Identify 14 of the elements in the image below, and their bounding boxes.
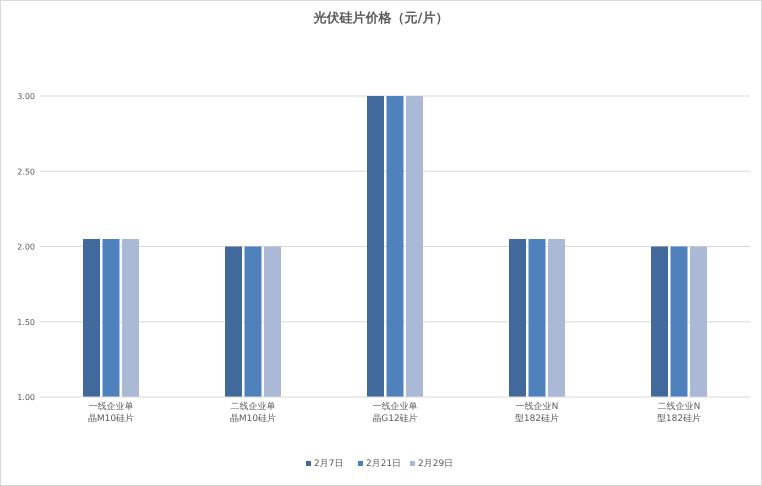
y-tick-label: 1.00 — [17, 393, 35, 402]
x-tick-label: 一线企业单晶G12硅片 — [372, 401, 418, 424]
x-tick-label: 二线企业N型182硅片 — [656, 401, 702, 424]
legend-label: 2月7日 — [314, 459, 344, 469]
y-tick-label: 1.50 — [17, 318, 35, 327]
x-tick-label: 一线企业N型182硅片 — [514, 401, 560, 424]
x-tick-label: 一线企业单晶M10硅片 — [88, 401, 134, 424]
y-tick-label: 2.50 — [17, 167, 35, 176]
chart-title: 光伏硅片价格（元/片） — [312, 11, 448, 26]
y-tick-label: 2.00 — [17, 242, 35, 252]
y-tick-label: 3.00 — [17, 92, 35, 101]
legend-label: 2月21日 — [366, 459, 402, 469]
x-tick-label: 二线企业单晶M10硅片 — [230, 401, 276, 424]
legend-label: 2月29日 — [418, 459, 454, 469]
